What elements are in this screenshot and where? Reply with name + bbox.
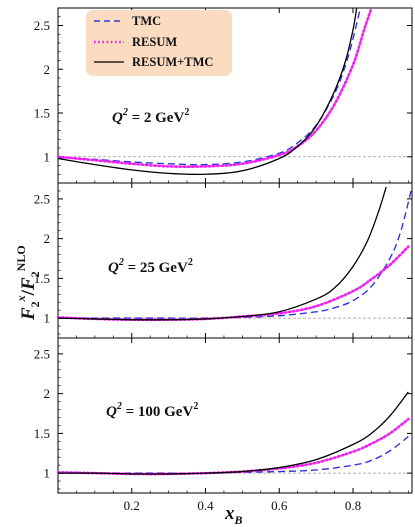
legend: TMC RESUM RESUM+TMC (86, 10, 232, 76)
y-tick-label: 1 (44, 149, 51, 164)
series-resum-panel-3 (56, 417, 410, 476)
series-tmc-panel-2 (58, 186, 413, 319)
panel-2-label: Q2 = 25 GeV2 (108, 257, 193, 276)
x-tick-label: 0.6 (271, 498, 288, 513)
panel-1-label: Q2 = 2 GeV2 (112, 107, 189, 126)
legend-label-resum-tmc: RESUM+TMC (132, 55, 213, 69)
x-tick-label: 0.4 (197, 498, 214, 513)
series-tmc-panel-1 (57, 7, 362, 166)
panel-3-frame (57, 337, 413, 494)
x-tick-label: 0.2 (124, 498, 140, 513)
y-tick-label: 1.5 (34, 106, 50, 121)
y-tick-label: 1.5 (34, 271, 50, 286)
y-tick-label: 2.5 (34, 346, 50, 361)
y-tick-label: 2.5 (34, 18, 50, 33)
y-tick-label: 2 (44, 62, 51, 77)
y-tick-label: 2 (44, 386, 51, 401)
y-tick-label: 2 (44, 231, 51, 246)
series-resum-tmc-panel-1 (57, 7, 358, 176)
y-tick-label: 2.5 (34, 191, 50, 206)
series-resum-tmc-panel-2 (57, 186, 387, 321)
y-tick-label: 1.5 (34, 426, 50, 441)
y-tick-label: 1 (44, 311, 51, 326)
legend-background (86, 10, 232, 76)
series-tmc-panel-3 (58, 436, 409, 474)
curves-layer (56, 6, 413, 476)
y-axis-label: F2x/F2NLO (14, 245, 42, 321)
x-tick-label: 0.8 (345, 498, 361, 513)
series-resum-tmc-panel-3 (57, 391, 409, 475)
legend-label-resum: RESUM (132, 35, 177, 49)
legend-label-tmc: TMC (132, 14, 161, 28)
series-resum-panel-2 (56, 245, 410, 322)
x-axis-label: xB (224, 503, 243, 527)
series-resum-panel-1 (56, 6, 373, 169)
panel-3-label: Q2 = 100 GeV2 (106, 401, 198, 420)
ticks-layer: 1 1.5 2 2.5 1 1.5 2 2.5 1 1.5 2 2.5 0.2 0.4 0.6 0.8 (34, 7, 412, 513)
y-tick-label: 1 (44, 466, 51, 481)
